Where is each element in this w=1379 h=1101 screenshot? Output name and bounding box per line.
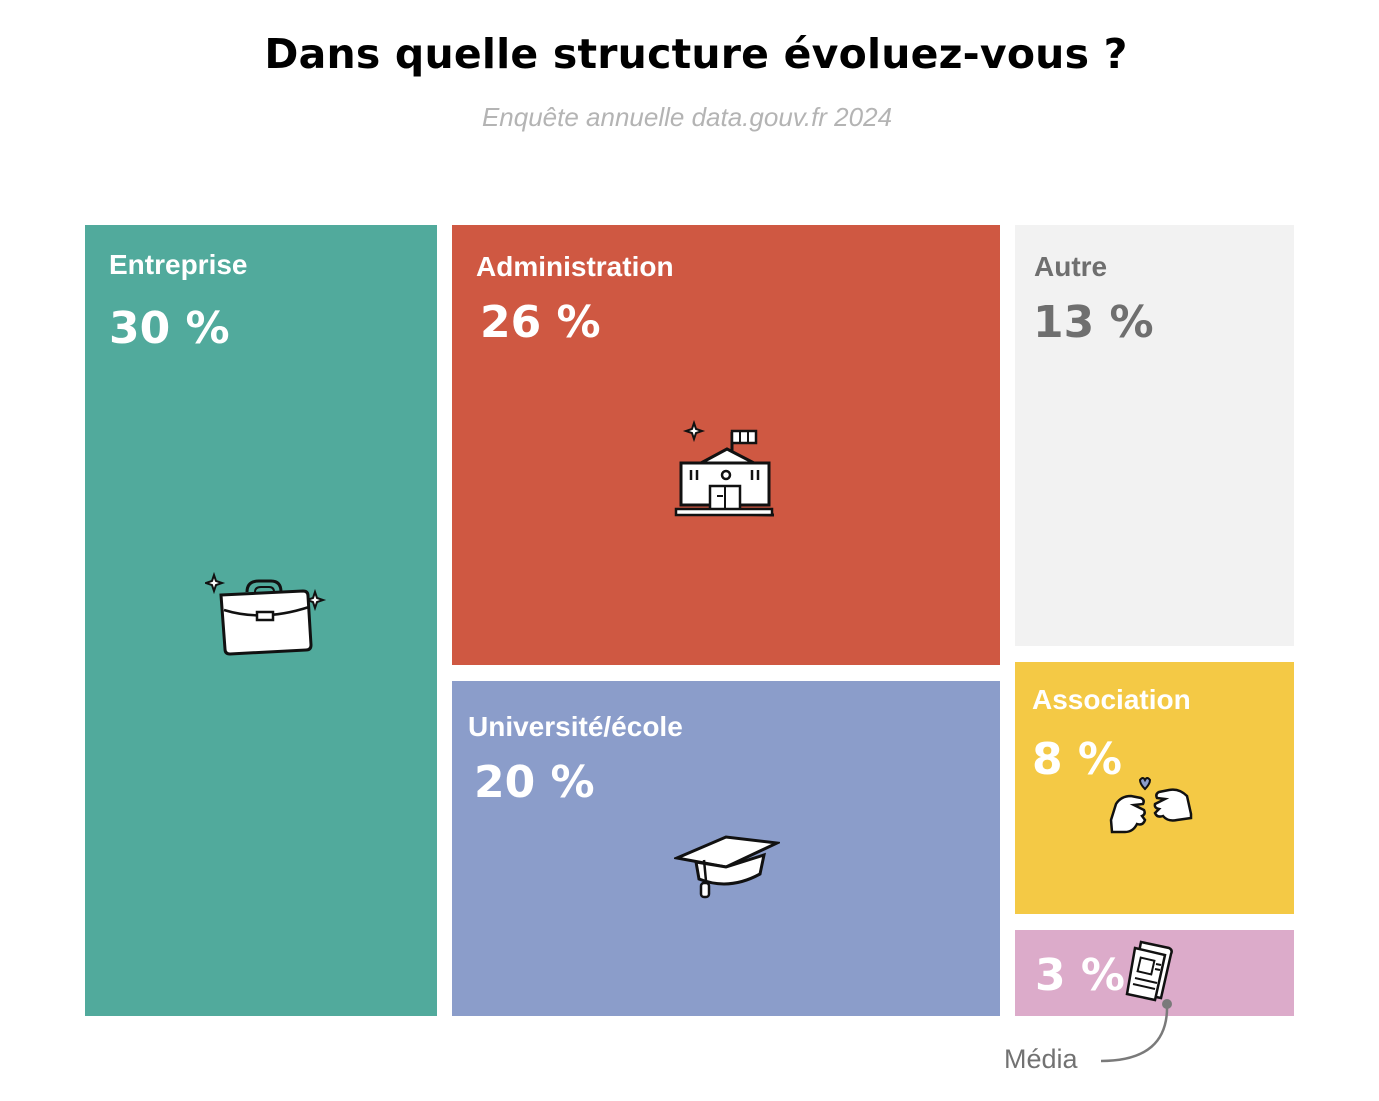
- tile-value: 20 %: [474, 757, 595, 808]
- city-hall-icon: [674, 419, 774, 517]
- media-label: Média: [1004, 1044, 1078, 1074]
- chart-subtitle: Enquête annuelle data.gouv.fr 2024: [481, 102, 893, 132]
- tile-autre: Autre 13 %: [1015, 225, 1294, 646]
- tile-value: 13 %: [1033, 297, 1154, 348]
- graduation-cap-icon: [674, 835, 780, 899]
- tile-association: Association 8 %: [1015, 662, 1294, 914]
- tile-universite-ecole: Université/école 20 %: [452, 681, 1000, 1016]
- helping-hands-icon: [1109, 777, 1193, 834]
- newspaper-icon: [1125, 940, 1173, 1002]
- media-leader-line: [1100, 999, 1172, 1063]
- tile-label: Autre: [1034, 251, 1108, 282]
- tile-administration: Administration 26 %: [452, 225, 1000, 665]
- tile-value: 26 %: [480, 297, 601, 348]
- tile-label: Université/école: [468, 711, 683, 742]
- tile-label: Entreprise: [109, 249, 248, 280]
- tile-label: Association: [1032, 684, 1191, 715]
- briefcase-icon: [205, 571, 327, 656]
- tile-value: 8 %: [1032, 734, 1123, 785]
- tile-value: 3 %: [1035, 950, 1126, 1001]
- chart-title: Dans quelle structure évoluez-vous ?: [264, 30, 1128, 78]
- tile-value: 30 %: [109, 303, 230, 354]
- tile-entreprise: Entreprise 30 %: [85, 225, 437, 1016]
- tile-label: Administration: [476, 251, 674, 282]
- tile-media: 3 %: [1015, 930, 1294, 1016]
